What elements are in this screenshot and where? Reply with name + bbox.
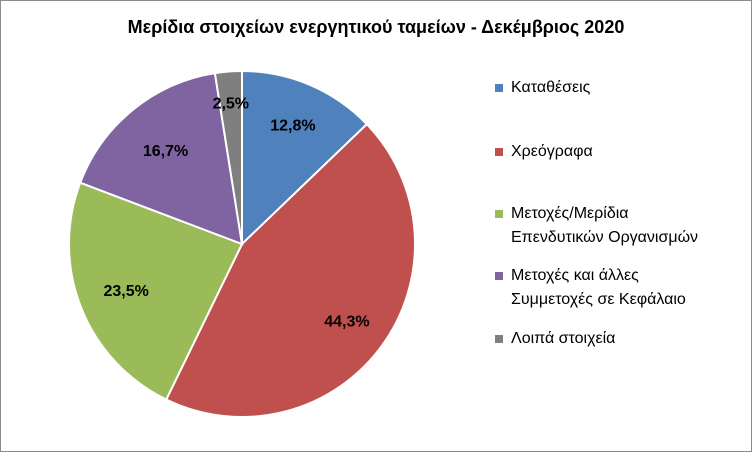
legend-swatch-deposits bbox=[495, 84, 503, 92]
data-label-deposits: 12,8% bbox=[270, 118, 315, 135]
data-label-fund-shares: 23,5% bbox=[104, 283, 149, 300]
legend-swatch-other bbox=[495, 335, 503, 343]
legend-swatch-equity bbox=[495, 272, 503, 280]
slice-fund-shares bbox=[68, 181, 244, 401]
legend-label-equity-line1: Μετοχές και άλλες bbox=[511, 267, 639, 284]
legend-label-equity-line2: Συμμετοχές σε Κεφάλαιο bbox=[511, 291, 686, 308]
slice-deposits bbox=[241, 69, 369, 247]
legend-label-deposits: Καταθέσεις bbox=[511, 79, 591, 96]
slice-other bbox=[213, 69, 243, 245]
legend-label-securities: Χρεόγραφα bbox=[511, 143, 593, 160]
slice-securities bbox=[164, 122, 416, 418]
data-label-securities: 44,3% bbox=[324, 313, 369, 330]
legend-label-other: Λοιπά στοιχεία bbox=[511, 330, 616, 347]
slice-equity bbox=[78, 71, 244, 246]
data-label-equity: 16,7% bbox=[143, 143, 188, 160]
data-label-other: 2,5% bbox=[213, 96, 249, 113]
legend-label-fund-shares-line1: Μετοχές/Μερίδια bbox=[511, 205, 629, 222]
legend-swatch-securities bbox=[495, 148, 503, 156]
legend-label-fund-shares-line2: Επενδυτικών Οργανισμών bbox=[511, 229, 699, 246]
legend-swatch-fund-shares bbox=[495, 210, 503, 218]
chart-title: Μερίδια στοιχείων ενεργητικού ταμείων - … bbox=[127, 17, 625, 37]
